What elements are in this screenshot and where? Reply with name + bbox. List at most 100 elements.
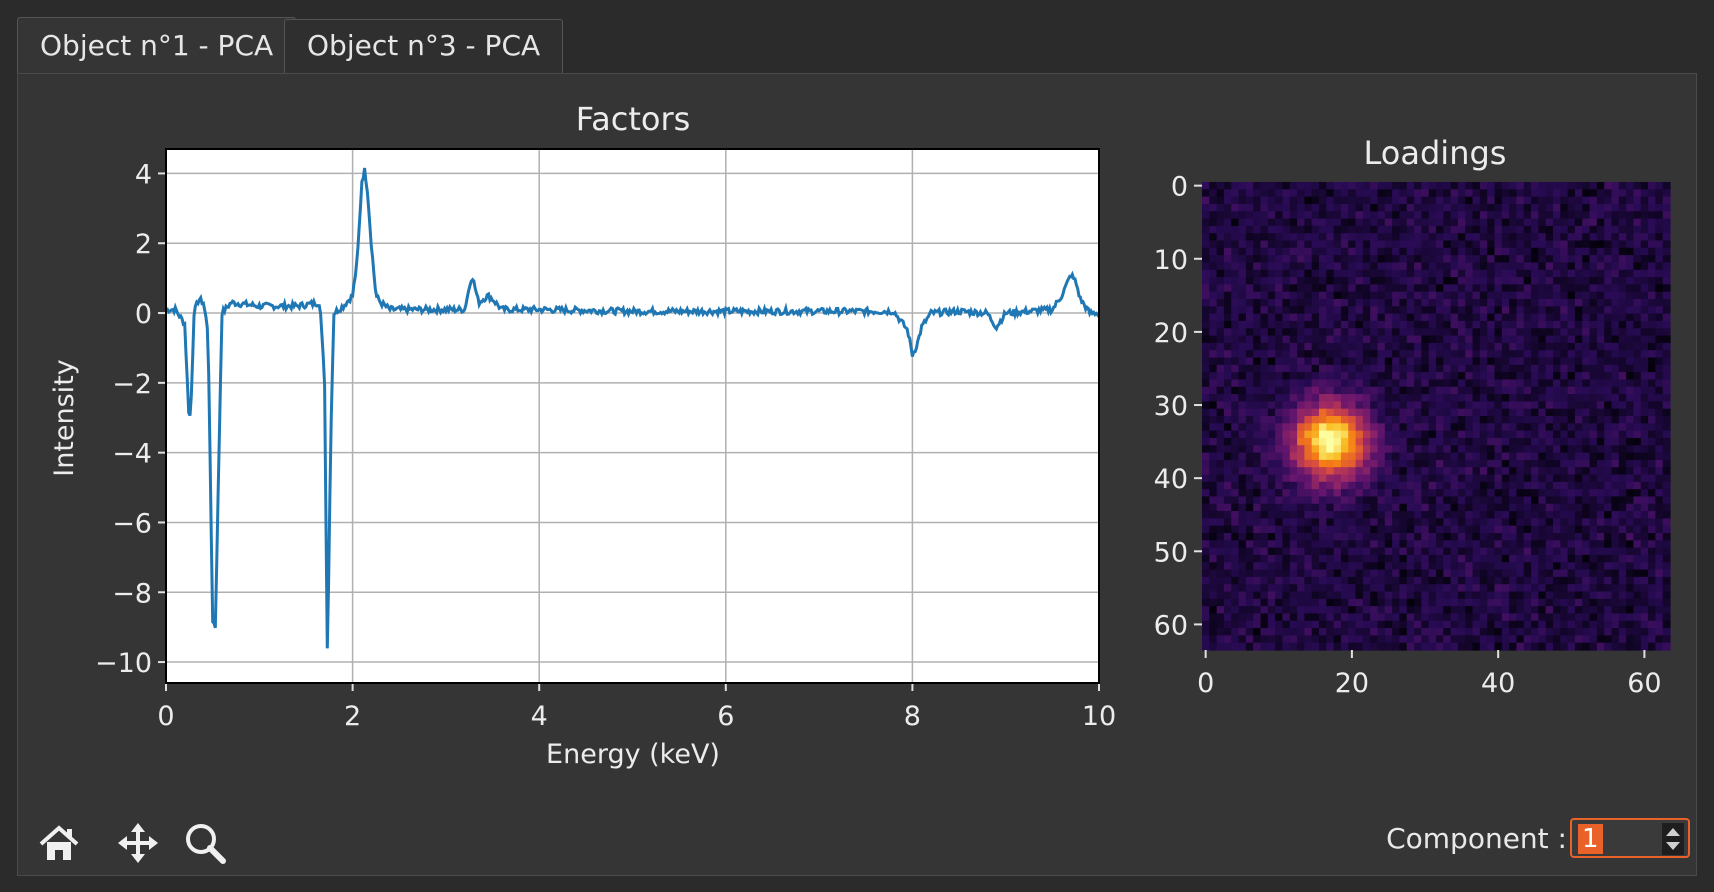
heatmap-cell (1348, 284, 1357, 293)
heatmap-cell (1406, 445, 1415, 454)
heatmap-cell (1333, 569, 1342, 578)
heatmap-cell (1253, 423, 1262, 432)
heatmap-cell (1362, 284, 1371, 293)
heatmap-cell (1399, 489, 1408, 498)
heatmap-cell (1428, 584, 1437, 593)
heatmap-cell (1443, 511, 1452, 519)
heatmap-cell (1326, 247, 1335, 256)
heatmap-cell (1209, 547, 1218, 556)
heatmap-cell (1428, 481, 1437, 490)
heatmap-cell (1414, 533, 1422, 541)
heatmap-cell (1297, 533, 1305, 541)
heatmap-cell (1560, 372, 1569, 381)
heatmap-cell (1494, 423, 1503, 432)
heatmap-cell (1596, 576, 1605, 585)
component-value[interactable]: 1 (1578, 824, 1603, 854)
heatmap-cell (1465, 299, 1474, 307)
heatmap-cell (1450, 489, 1459, 498)
tab-object-3-pca[interactable]: Object n°3 - PCA (284, 19, 564, 73)
heatmap-cell (1596, 372, 1605, 381)
tab-object-1-pca[interactable]: Object n°1 - PCA (17, 17, 297, 73)
heatmap-cell (1238, 489, 1247, 498)
heatmap-cell (1611, 606, 1620, 615)
heatmap-cell (1223, 525, 1232, 534)
heatmap-cell (1319, 423, 1327, 432)
heatmap-cell (1377, 540, 1386, 549)
spin-arrows-icon[interactable] (1662, 823, 1684, 855)
heatmap-cell (1362, 262, 1371, 271)
heatmap-cell (1319, 328, 1327, 337)
heatmap-cell (1574, 218, 1583, 227)
heatmap-cell (1340, 379, 1349, 388)
heatmap-cell (1582, 628, 1591, 636)
heatmap-cell (1457, 554, 1466, 563)
heatmap-cell (1275, 430, 1284, 439)
heatmap-cell (1648, 269, 1656, 278)
heatmap-cell (1662, 203, 1671, 212)
zoom-button[interactable] (182, 820, 228, 866)
heatmap-cell (1596, 240, 1605, 249)
heatmap-cell (1523, 628, 1532, 636)
heatmap-cell (1523, 445, 1532, 454)
heatmap-cell (1662, 218, 1671, 227)
heatmap-cell (1633, 182, 1642, 190)
heatmap-cell (1392, 364, 1401, 373)
heatmap-cell (1319, 240, 1327, 249)
home-button[interactable] (36, 820, 82, 866)
heatmap-cell (1348, 547, 1357, 556)
heatmap-cell (1662, 240, 1671, 249)
heatmap-cell (1370, 255, 1379, 264)
heatmap-cell (1238, 591, 1247, 600)
heatmap-cell (1399, 452, 1408, 461)
heatmap-cell (1450, 496, 1459, 505)
heatmap-cell (1311, 620, 1320, 629)
heatmap-cell (1618, 416, 1627, 424)
heatmap-cell (1297, 408, 1305, 417)
heatmap-cell (1640, 474, 1649, 483)
heatmap-cell (1567, 452, 1576, 461)
heatmap-cell (1633, 613, 1642, 622)
heatmap-cell (1253, 394, 1262, 402)
heatmap-cell (1406, 459, 1415, 468)
heatmap-cell (1516, 576, 1525, 585)
heatmap-cell (1648, 437, 1656, 446)
heatmap-cell (1370, 518, 1379, 527)
heatmap-cell (1560, 533, 1569, 541)
heatmap-cell (1538, 591, 1547, 600)
heatmap-cell (1465, 350, 1474, 359)
heatmap-cell (1260, 211, 1269, 220)
heatmap-cell (1604, 635, 1613, 644)
heatmap-cell (1362, 299, 1371, 307)
heatmap-cell (1231, 467, 1240, 476)
heatmap-cell (1267, 364, 1276, 373)
heatmap-cell (1648, 277, 1656, 285)
heatmap-cell (1553, 335, 1561, 344)
heatmap-cell (1553, 467, 1561, 476)
heatmap-cell (1406, 423, 1415, 432)
heatmap-cell (1362, 357, 1371, 366)
heatmap-cell (1297, 350, 1305, 359)
heatmap-cell (1465, 335, 1474, 344)
component-spinbox[interactable]: 1 (1570, 818, 1690, 858)
heatmap-cell (1267, 225, 1276, 234)
heatmap-cell (1311, 372, 1320, 381)
heatmap-cell (1428, 364, 1437, 373)
heatmap-cell (1421, 328, 1430, 337)
heatmap-cell (1611, 364, 1620, 373)
heatmap-cell (1516, 620, 1525, 629)
heatmap-cell (1531, 642, 1539, 651)
heatmap-cell (1267, 606, 1276, 615)
heatmap-cell (1589, 496, 1598, 505)
heatmap-cell (1319, 584, 1327, 593)
pan-button[interactable] (115, 820, 161, 866)
heatmap-cell (1421, 591, 1430, 600)
heatmap-cell (1421, 598, 1430, 607)
heatmap-cell (1472, 642, 1481, 651)
heatmap-cell (1340, 606, 1349, 615)
heatmap-cell (1340, 496, 1349, 505)
heatmap-cell (1523, 437, 1532, 446)
heatmap-cell (1282, 240, 1291, 249)
heatmap-cell (1289, 613, 1298, 622)
heatmap-cell (1443, 620, 1452, 629)
heatmap-cell (1253, 196, 1262, 205)
